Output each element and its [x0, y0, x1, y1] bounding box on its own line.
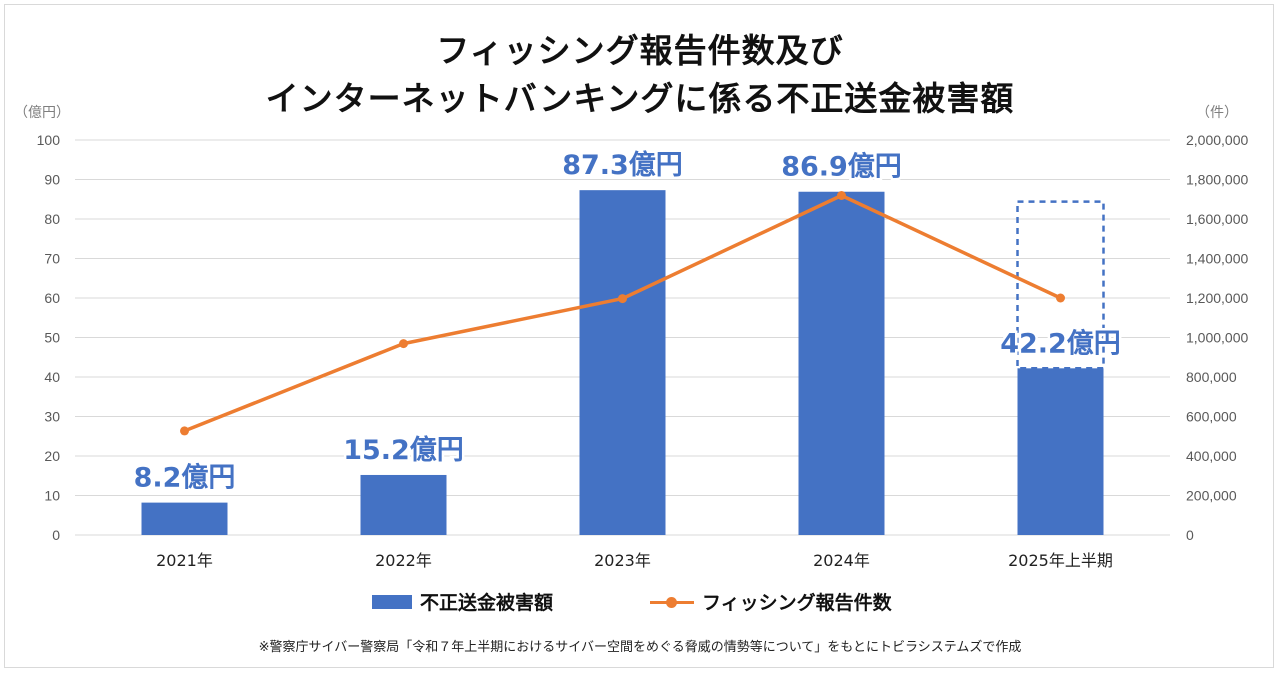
- legend-label-bar: 不正送金被害額: [420, 592, 554, 614]
- line-point: [837, 190, 846, 200]
- left-tick-label: 60: [44, 290, 60, 306]
- bar-series: [141, 190, 1104, 536]
- x-tick-label: 2021年: [156, 551, 213, 570]
- x-axis-labels: 2021年 2022年 2023年 2024年 2025年上半期: [156, 551, 1113, 570]
- x-tick-label: 2022年: [375, 551, 432, 570]
- right-tick-label: 800,000: [1186, 369, 1237, 385]
- bar-data-label: 42.2億円: [1000, 328, 1121, 359]
- right-tick-label: 1,600,000: [1186, 211, 1248, 227]
- left-tick-label: 30: [44, 409, 60, 425]
- legend-line-swatch: [650, 595, 694, 609]
- right-tick-label: 1,200,000: [1186, 290, 1248, 306]
- legend-label-line: フィッシング報告件数: [702, 592, 892, 614]
- right-tick-label: 200,000: [1186, 488, 1237, 504]
- right-axis-ticks: 0 200,000 400,000 600,000 800,000 1,000,000 1,…: [1186, 132, 1248, 543]
- chart-title-line2: インターネットバンキングに係る不正送金被害額: [265, 79, 1015, 118]
- left-tick-label: 70: [44, 251, 60, 267]
- legend-bar-swatch: [372, 594, 412, 609]
- line-point: [1056, 293, 1065, 303]
- left-tick-label: 50: [44, 330, 60, 346]
- left-tick-label: 90: [44, 172, 60, 188]
- line-point: [180, 426, 189, 436]
- left-tick-label: 10: [44, 488, 60, 504]
- annotations: [1016, 200, 1105, 370]
- x-tick-label: 2025年上半期: [1008, 551, 1113, 570]
- bar: [141, 502, 228, 535]
- left-tick-label: 0: [52, 527, 60, 543]
- left-tick-label: 20: [44, 448, 60, 464]
- bar-data-labels: 8.2億円 15.2億円 87.3億円 86.9億円 42.2億円: [131, 148, 1123, 496]
- left-tick-label: 40: [44, 369, 60, 385]
- left-tick-label: 80: [44, 211, 60, 227]
- left-axis-unit: （億円）: [14, 105, 70, 121]
- right-tick-label: 400,000: [1186, 448, 1237, 464]
- bar: [798, 191, 885, 535]
- legend-item-bar: 不正送金被害額: [372, 588, 553, 615]
- bar: [360, 474, 447, 535]
- right-tick-label: 1,400,000: [1186, 251, 1248, 267]
- left-tick-label: 100: [37, 132, 61, 148]
- line-point: [399, 339, 408, 349]
- line-point: [618, 294, 627, 304]
- right-tick-label: 1,800,000: [1186, 172, 1248, 188]
- legend: 不正送金被害額 フィッシング報告件数: [0, 588, 1280, 618]
- line-series: [180, 190, 1065, 436]
- bar: [1017, 368, 1104, 535]
- bar: [579, 190, 666, 536]
- bar-data-label: 8.2億円: [134, 463, 236, 494]
- x-tick-label: 2024年: [813, 551, 870, 570]
- projection-dashed-box: [1016, 200, 1105, 370]
- chart-title-line1: フィッシング報告件数及び: [436, 31, 844, 70]
- legend-item-line: フィッシング報告件数: [650, 588, 892, 615]
- bar-data-label: 86.9億円: [781, 152, 902, 183]
- x-tick-label: 2023年: [594, 551, 651, 570]
- right-tick-label: 600,000: [1186, 409, 1237, 425]
- right-tick-label: 2,000,000: [1186, 132, 1248, 148]
- left-axis-ticks: 0 10 20 30 40 50 60 70 80 90 100: [37, 132, 61, 543]
- bar-data-label: 87.3億円: [562, 150, 683, 181]
- right-tick-label: 0: [1186, 527, 1194, 543]
- bar-data-label: 15.2億円: [343, 435, 464, 466]
- source-note: ※警察庁サイバー警察局「令和７年上半期におけるサイバー空間をめぐる脅威の情勢等に…: [258, 640, 1022, 655]
- right-tick-label: 1,000,000: [1186, 330, 1248, 346]
- right-axis-unit: （件）: [1196, 105, 1238, 121]
- chart-frame: [4, 4, 1274, 668]
